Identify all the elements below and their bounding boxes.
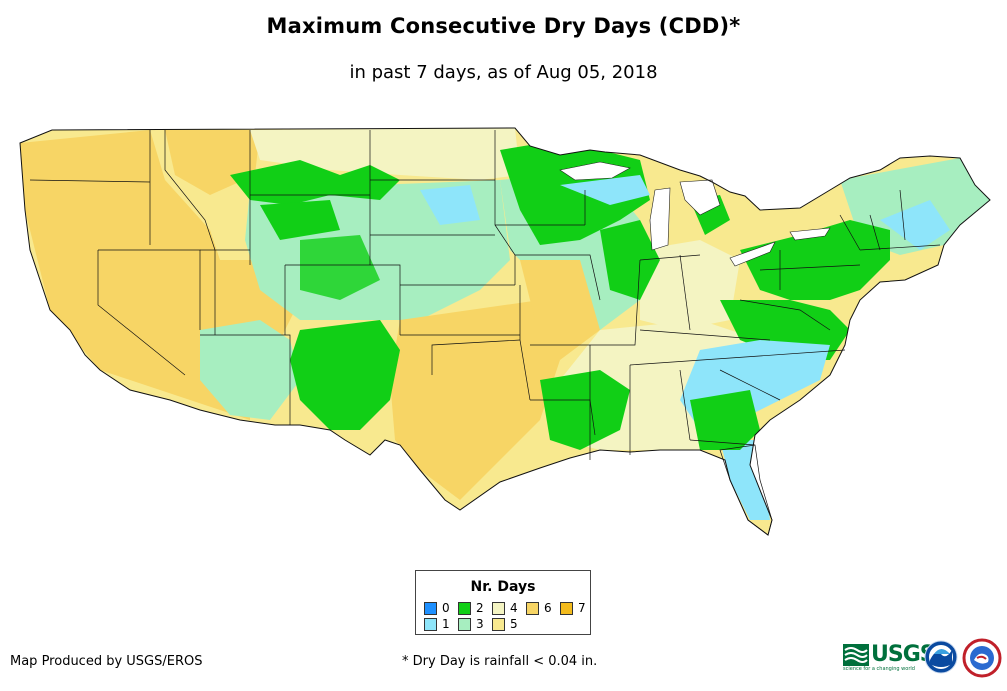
legend-label: 3 bbox=[476, 617, 484, 631]
dry-day-footnote: * Dry Day is rainfall < 0.04 in. bbox=[402, 654, 598, 669]
legend-label: 2 bbox=[476, 601, 484, 615]
legend-label: 0 bbox=[442, 601, 450, 615]
nws-logo-icon bbox=[962, 638, 1002, 678]
legend-item-4: 4 bbox=[492, 601, 518, 615]
legend-title: Nr. Days bbox=[470, 579, 536, 595]
legend-swatch bbox=[424, 617, 437, 631]
noaa-logo-icon bbox=[924, 640, 958, 674]
usgs-tagline: science for a changing world bbox=[843, 666, 915, 672]
legend-label: 4 bbox=[510, 601, 518, 615]
legend-item-1: 1 bbox=[424, 617, 450, 631]
map-title: Maximum Consecutive Dry Days (CDD)* bbox=[266, 14, 741, 38]
legend-swatch bbox=[458, 617, 471, 631]
legend-box: Nr. Days 0 1 2 3 4 5 6 7 bbox=[415, 570, 591, 635]
legend-swatch bbox=[560, 601, 573, 615]
legend-item-5: 5 bbox=[492, 617, 518, 631]
map-credit: Map Produced by USGS/EROS bbox=[10, 654, 203, 669]
legend-label: 5 bbox=[510, 617, 518, 631]
legend-swatch bbox=[424, 601, 437, 615]
legend-label: 6 bbox=[544, 601, 552, 615]
usgs-logo-icon: USGS science for a changing world bbox=[843, 642, 936, 672]
legend-item-2: 2 bbox=[458, 601, 484, 615]
legend-item-0: 0 bbox=[424, 601, 450, 615]
legend-item-3: 3 bbox=[458, 617, 484, 631]
legend-label: 1 bbox=[442, 617, 450, 631]
legend-swatch bbox=[492, 601, 505, 615]
legend-swatch bbox=[458, 601, 471, 615]
legend-swatch bbox=[526, 601, 539, 615]
legend-label: 7 bbox=[578, 601, 586, 615]
legend-item-6: 6 bbox=[526, 601, 552, 615]
us-dry-days-map bbox=[19, 127, 991, 536]
map-subtitle: in past 7 days, as of Aug 05, 2018 bbox=[349, 62, 658, 83]
legend-swatch bbox=[492, 617, 505, 631]
usgs-wave-icon bbox=[843, 643, 869, 666]
legend-item-7: 7 bbox=[560, 601, 586, 615]
